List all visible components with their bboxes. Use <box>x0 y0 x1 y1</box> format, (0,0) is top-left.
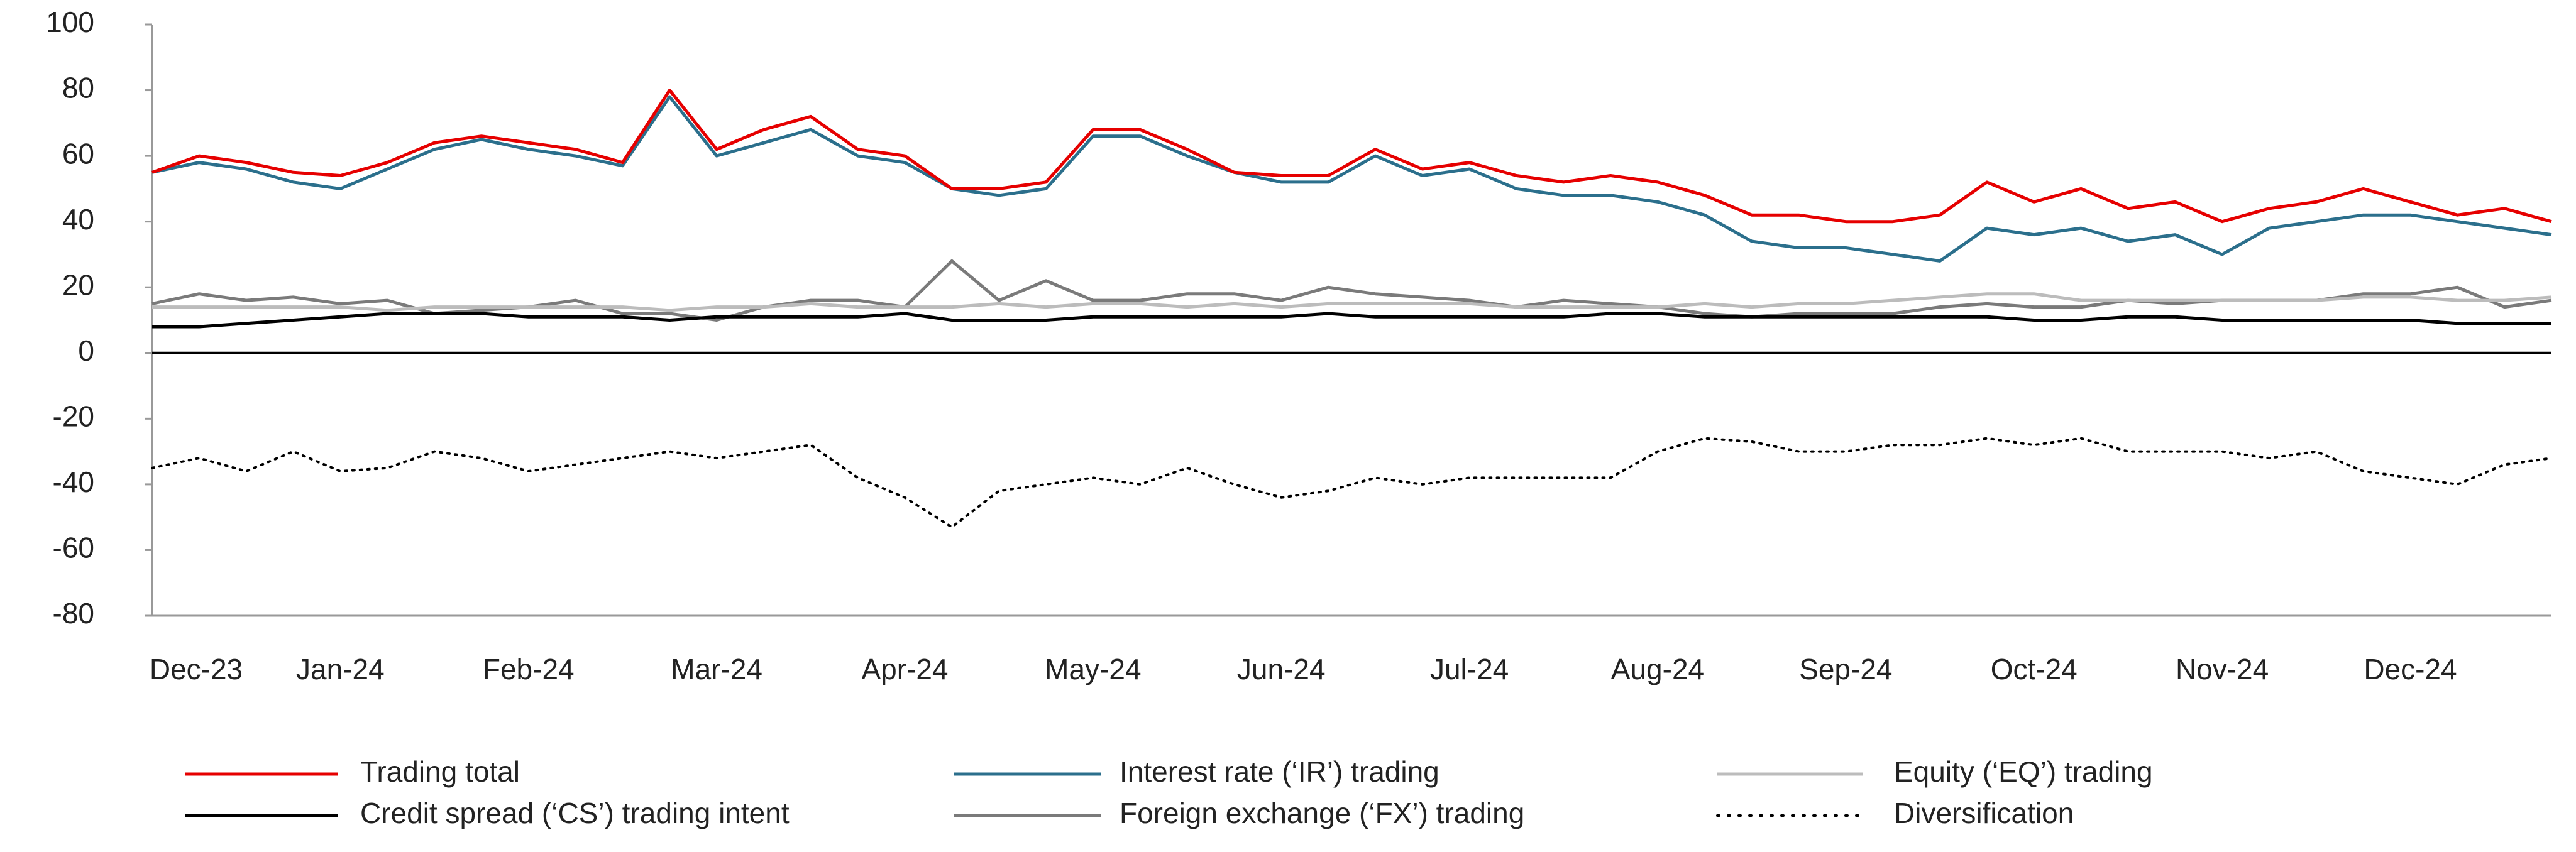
x-tick-label: Jun-24 <box>1237 653 1326 685</box>
x-tick-label: Dec-24 <box>2364 653 2457 685</box>
y-tick-label: -60 <box>53 532 94 564</box>
y-tick-label: -40 <box>53 466 94 498</box>
legend-label: Credit spread (‘CS’) trading intent <box>360 797 790 829</box>
x-tick-label: Mar-24 <box>671 653 762 685</box>
x-tick-label: Apr-24 <box>861 653 948 685</box>
y-tick-label: 0 <box>78 334 94 367</box>
legend-label: Diversification <box>1894 797 2074 829</box>
x-tick-label: Jan-24 <box>296 653 385 685</box>
legend-label: Equity (‘EQ’) trading <box>1894 755 2153 788</box>
x-tick-label: Jul-24 <box>1430 653 1509 685</box>
series-line <box>152 292 2552 312</box>
x-tick-label: Sep-24 <box>1799 653 1892 685</box>
series-line <box>151 437 2553 528</box>
legend-label: Trading total <box>360 755 520 788</box>
y-tick-label: 40 <box>62 203 94 236</box>
y-tick-label: 60 <box>62 137 94 170</box>
x-tick-label: Oct-24 <box>1991 653 2078 685</box>
y-tick-label: 20 <box>62 268 94 301</box>
x-tick-label: Aug-24 <box>1611 653 1704 685</box>
series-line <box>151 259 2552 322</box>
legend-label: Foreign exchange (‘FX’) trading <box>1120 797 1524 829</box>
x-tick-label: Nov-24 <box>2176 653 2269 685</box>
x-tick-label: Feb-24 <box>483 653 575 685</box>
x-tick-label: Dec-23 <box>150 653 243 685</box>
series-line <box>152 312 2551 329</box>
x-tick-label: May-24 <box>1045 653 1141 685</box>
y-tick-label: 80 <box>62 72 94 104</box>
legend-label: Interest rate (‘IR’) trading <box>1120 755 1439 788</box>
y-tick-label: -80 <box>53 597 94 630</box>
y-tick-label: 100 <box>46 6 94 38</box>
y-tick-label: -20 <box>53 400 94 432</box>
series-line <box>151 95 2552 263</box>
series-line <box>151 89 2552 224</box>
